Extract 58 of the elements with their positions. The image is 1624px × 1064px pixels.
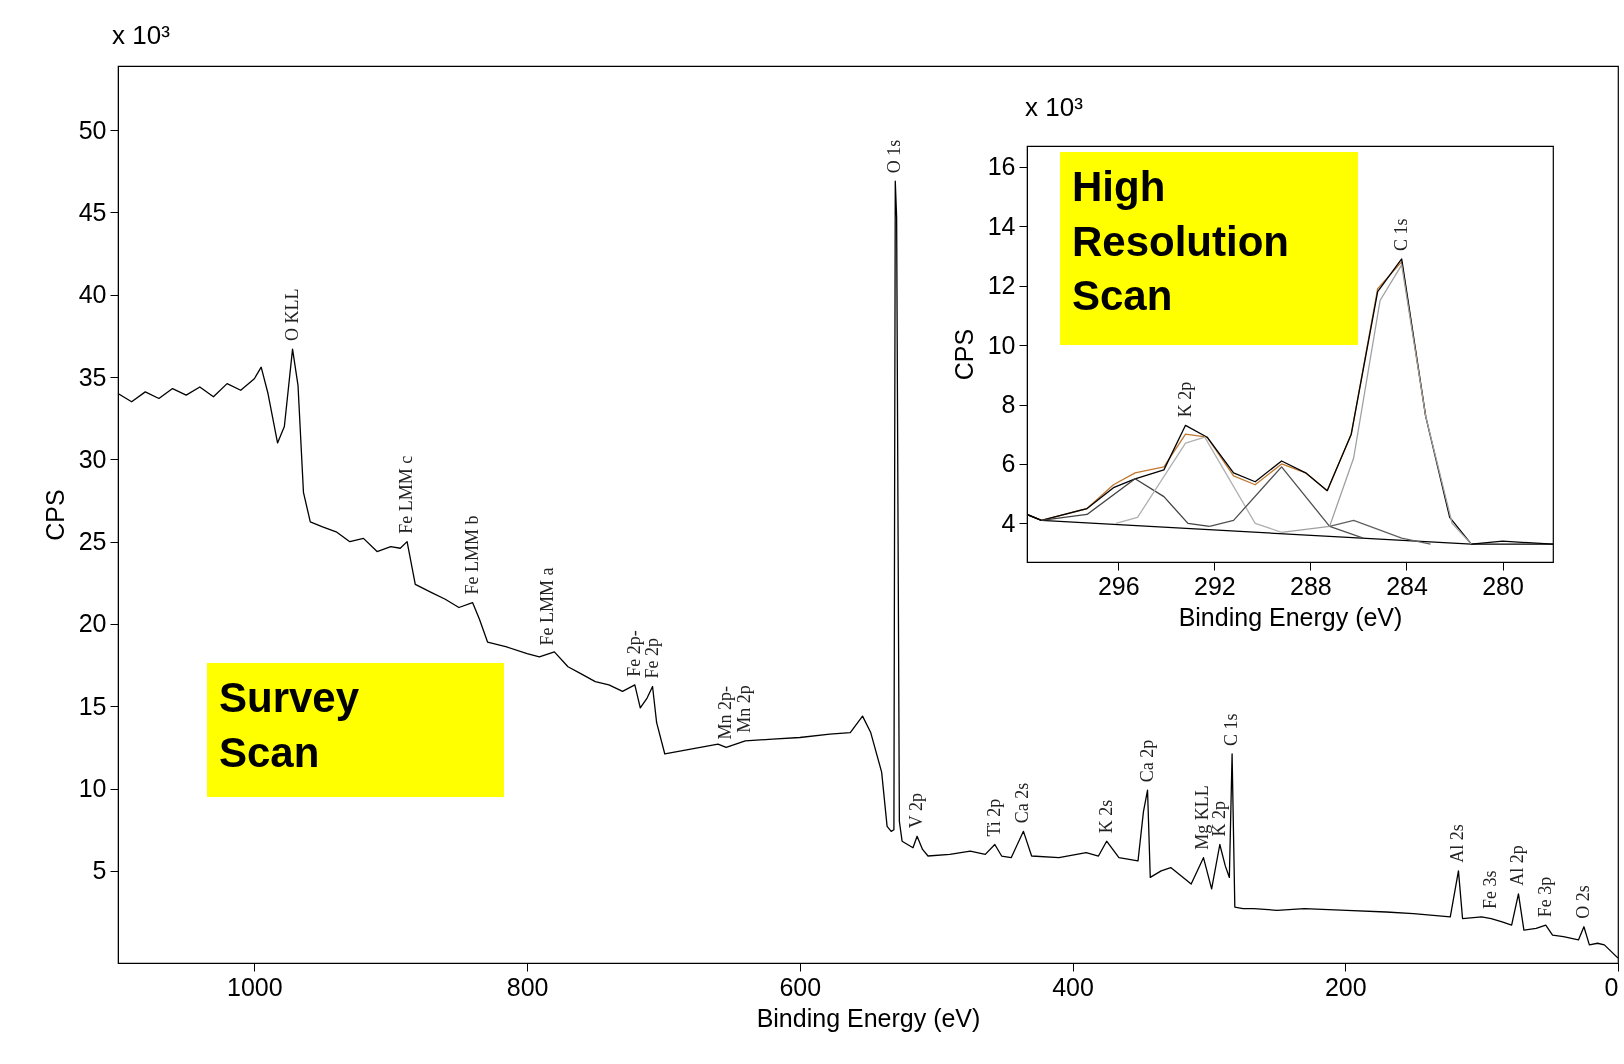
- annotation: C 1s: [1390, 218, 1411, 251]
- y-tick-label: 20: [78, 609, 107, 638]
- x-tick-label: 284: [1386, 571, 1428, 600]
- annotation: Al 2p: [1507, 845, 1528, 886]
- y-tick-label: 10: [987, 330, 1016, 359]
- x-tick-label: 200: [1324, 972, 1367, 1001]
- y-tick-label: 10: [78, 774, 107, 803]
- annotation: Al 2s: [1447, 824, 1468, 863]
- x-tick-label: 1000: [227, 972, 283, 1001]
- y-tick-label: 12: [987, 271, 1016, 300]
- annotation: Mn 2p-: [715, 685, 736, 740]
- annotation: Mn 2p: [734, 685, 755, 733]
- y-tick-label: 45: [78, 197, 107, 226]
- annotation: Ti 2p: [983, 798, 1004, 837]
- y-tick-label: 40: [78, 280, 107, 309]
- y-tick-label: 6: [1001, 449, 1016, 478]
- x-tick-label: 292: [1193, 571, 1236, 600]
- x-tick-label: 600: [779, 972, 822, 1001]
- annotation: O 2s: [1572, 885, 1593, 919]
- y-tick-label: 14: [987, 211, 1016, 240]
- y-tick-label: 35: [78, 362, 107, 391]
- annotation: High Resolution Scan: [1072, 162, 1290, 322]
- y-axis-title: CPS: [949, 328, 978, 381]
- annotation: C 1s: [1221, 713, 1242, 746]
- annotation: Ca 2p: [1136, 739, 1157, 783]
- annotation: K 2p: [1174, 381, 1195, 418]
- x-tick-label: 0: [1604, 972, 1619, 1001]
- x-tick-label: 400: [1052, 972, 1094, 1001]
- annotation: O KLL: [281, 288, 302, 342]
- highlight-box: Survey Scan: [207, 663, 504, 797]
- annotation: Fe LMM b: [461, 515, 482, 595]
- annotation: Fe 3s: [1480, 870, 1501, 909]
- y-tick-label: 50: [78, 115, 107, 144]
- y-tick-label: 4: [1001, 508, 1016, 537]
- annotation: x 10³: [1025, 92, 1083, 123]
- annotation: Fe 3p: [1534, 876, 1555, 918]
- annotation: Fe LMM a: [536, 567, 557, 646]
- x-tick-label: 280: [1482, 571, 1524, 600]
- annotation: Ca 2s: [1012, 782, 1033, 824]
- y-axis-title: CPS: [40, 489, 69, 541]
- x-axis-title: Binding Energy (eV): [1178, 602, 1403, 631]
- text: x 10³: [112, 20, 170, 51]
- y-tick-label: 25: [78, 527, 107, 556]
- annotation: Survey Scan: [219, 673, 361, 778]
- y-tick-label: 5: [92, 856, 107, 885]
- x-tick-label: 288: [1290, 571, 1332, 600]
- y-tick-label: 16: [987, 152, 1016, 181]
- y-tick-label: 30: [78, 444, 107, 473]
- annotation: Fe LMM c: [396, 455, 417, 534]
- y-tick-label: 15: [78, 691, 107, 720]
- annotation: K 2s: [1095, 799, 1116, 834]
- x-tick-label: 296: [1097, 571, 1140, 600]
- x-axis-title: Binding Energy (eV): [756, 1003, 981, 1032]
- highlight-box: High Resolution Scan: [1060, 152, 1358, 345]
- y-tick-label: 8: [1001, 390, 1016, 419]
- annotation: V 2p: [906, 793, 927, 829]
- x-tick-label: 800: [506, 972, 549, 1001]
- annotation: O 1s: [884, 139, 905, 174]
